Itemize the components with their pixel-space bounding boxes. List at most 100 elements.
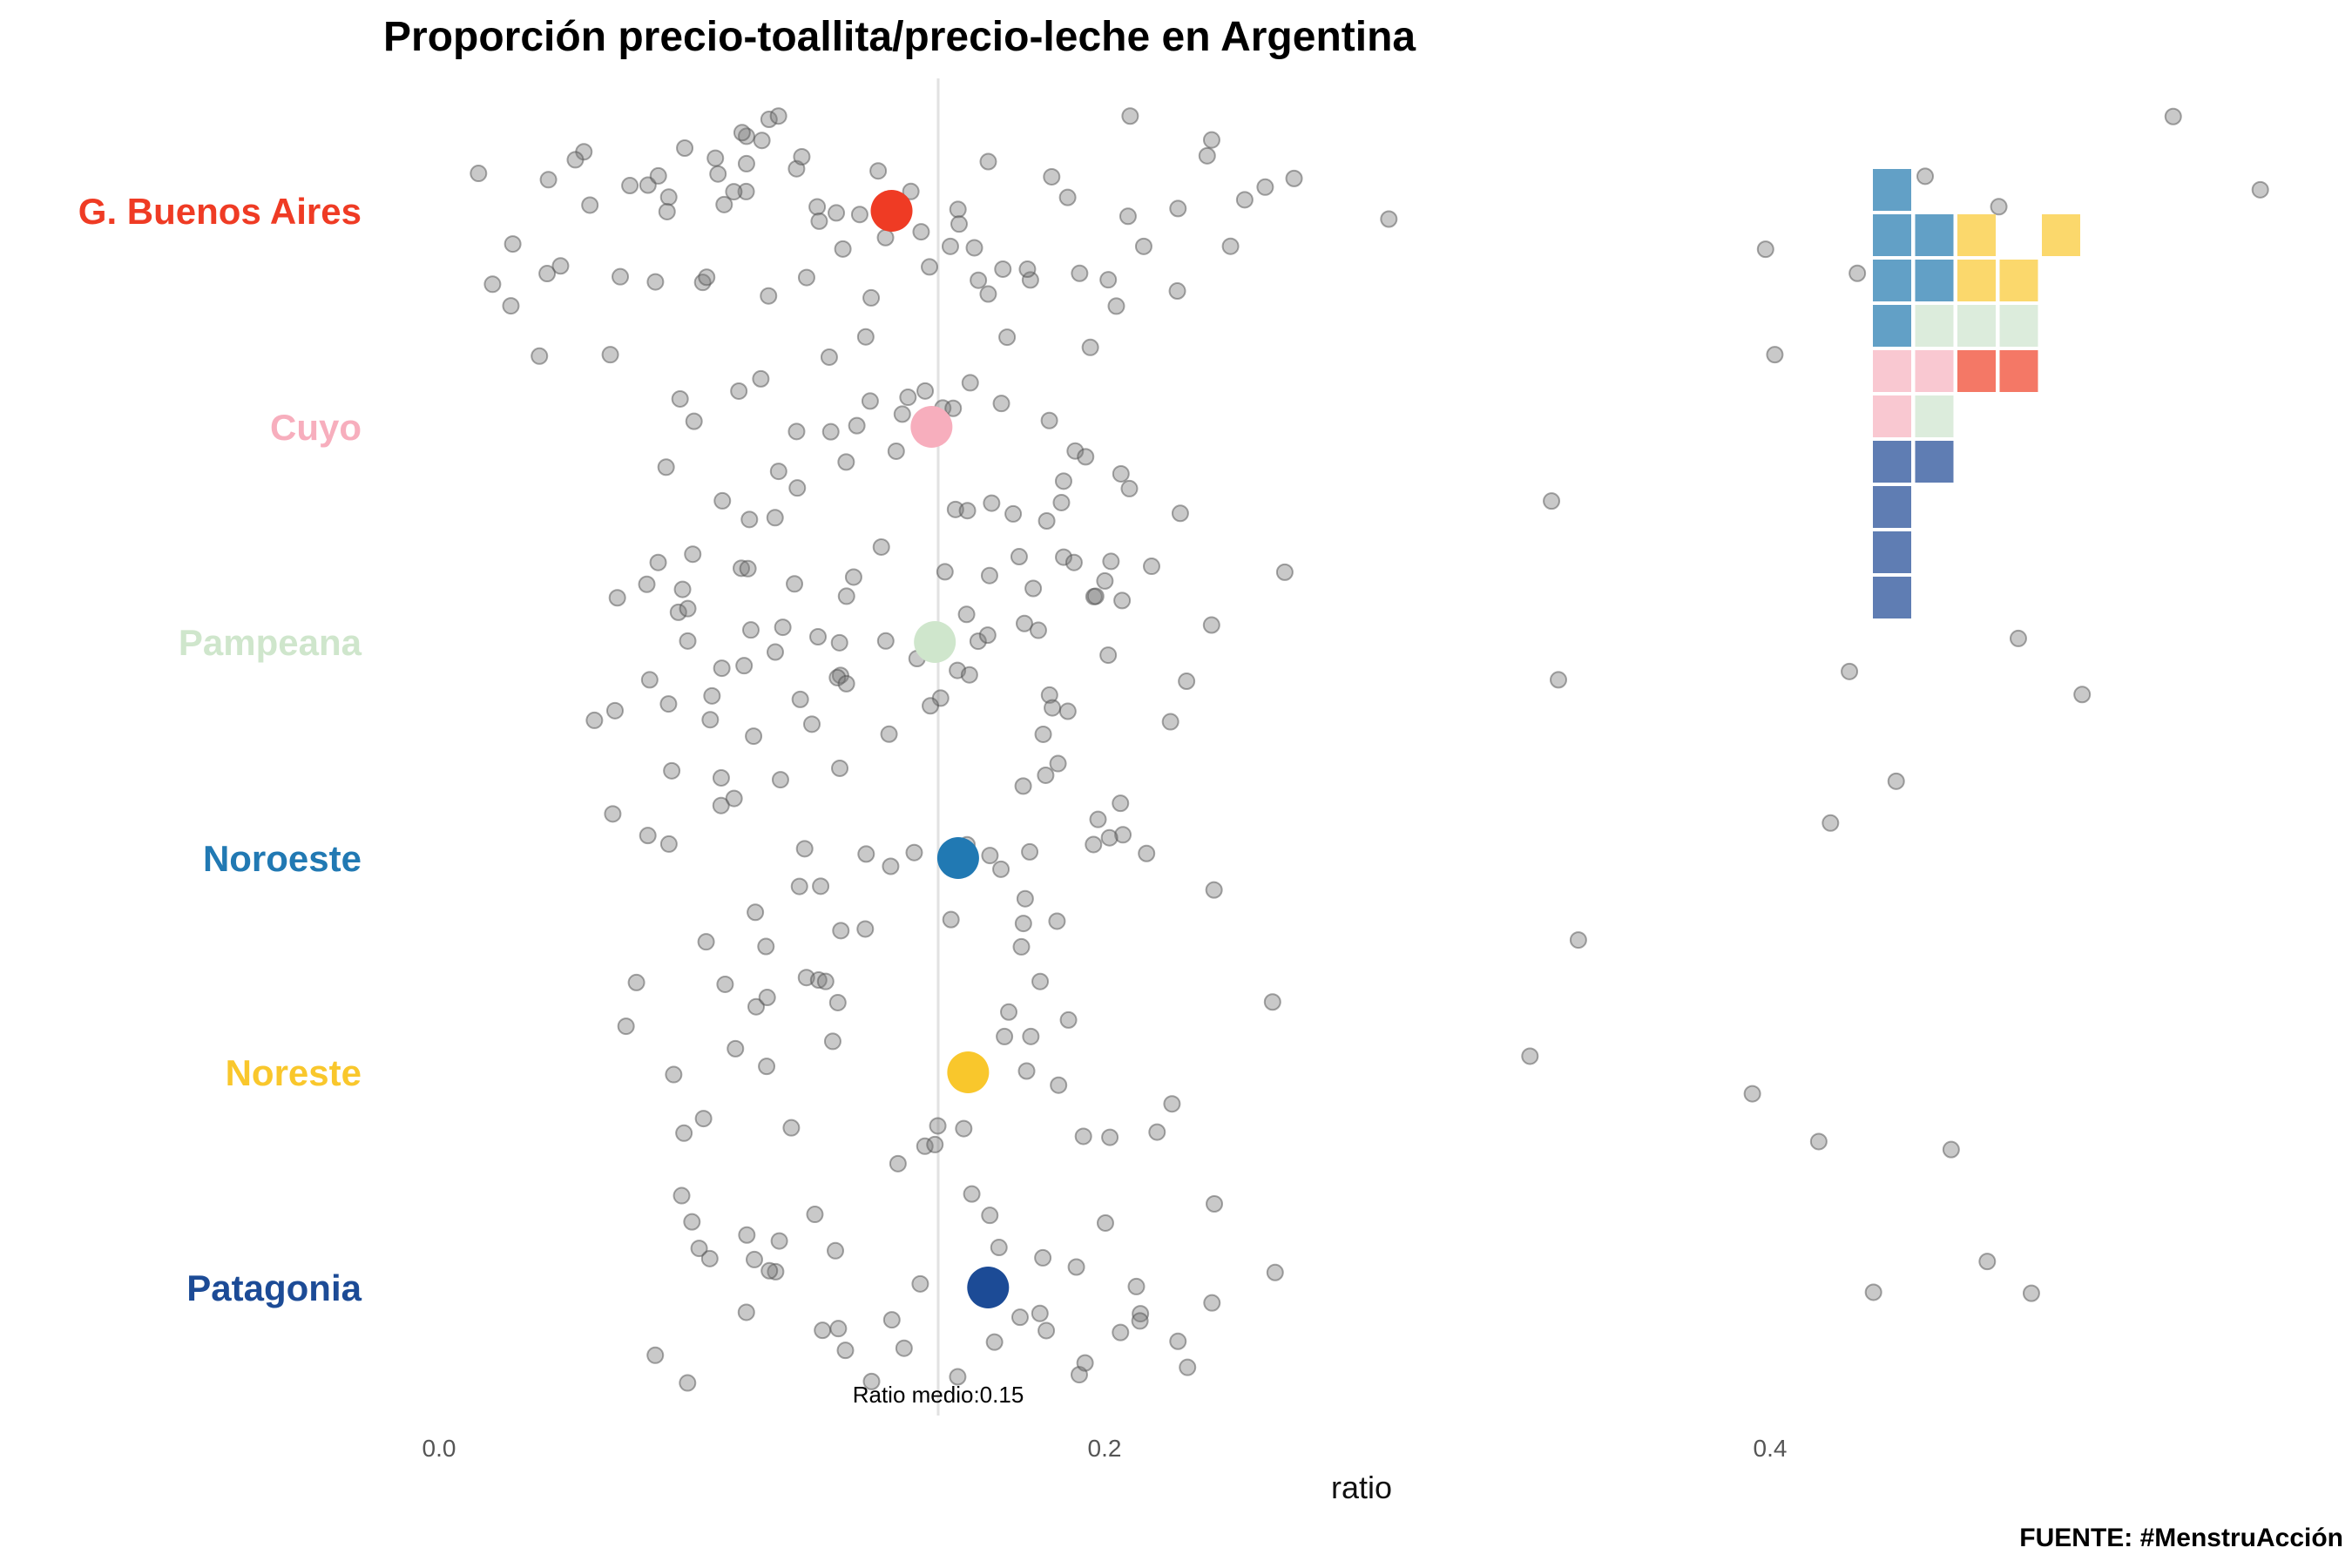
data-point <box>1112 464 1130 483</box>
data-point <box>882 1311 901 1329</box>
data-point <box>782 1119 801 1137</box>
data-point <box>741 621 760 639</box>
data-point <box>793 147 811 166</box>
data-point <box>649 553 667 571</box>
data-point <box>960 666 978 684</box>
data-point <box>958 502 977 520</box>
data-point <box>740 510 759 529</box>
data-point <box>1021 271 1039 289</box>
data-point <box>1037 766 1055 784</box>
data-point <box>725 183 743 201</box>
mean-point <box>967 1267 1010 1308</box>
source-caption: FUENTE: #MenstruAcción <box>2019 1524 2343 1552</box>
data-point <box>1101 1128 1119 1146</box>
data-point <box>675 1124 693 1142</box>
data-point <box>941 237 959 255</box>
data-point <box>1096 571 1114 590</box>
data-point <box>712 796 730 814</box>
data-point <box>737 1303 755 1321</box>
data-point <box>684 545 702 564</box>
data-point <box>887 442 905 460</box>
data-point <box>1089 810 1107 828</box>
data-point <box>2164 107 2182 125</box>
data-point <box>713 491 732 510</box>
data-point <box>502 297 520 315</box>
data-point <box>816 972 835 990</box>
data-point <box>1756 240 1774 259</box>
data-point <box>1263 993 1281 1011</box>
data-point <box>1058 702 1077 720</box>
data-point <box>862 288 881 307</box>
data-point <box>1543 492 1561 510</box>
data-point <box>1121 107 1139 125</box>
data-point <box>836 1342 855 1360</box>
data-point <box>926 1135 944 1153</box>
data-point <box>769 107 787 125</box>
data-point <box>483 275 502 294</box>
data-point <box>1821 814 1840 832</box>
data-point <box>1029 621 1047 639</box>
data-point <box>837 453 855 471</box>
data-point <box>880 725 898 743</box>
data-point <box>551 257 570 275</box>
data-point <box>581 196 599 214</box>
data-point <box>1169 1332 1187 1350</box>
data-point <box>1071 264 1089 282</box>
data-point <box>979 285 997 303</box>
data-point <box>672 1186 691 1205</box>
data-point <box>828 993 847 1011</box>
data-point <box>955 1119 973 1138</box>
data-point <box>727 1039 745 1058</box>
data-point <box>876 228 895 247</box>
data-point <box>992 395 1010 413</box>
waffle-tile <box>1915 305 1954 347</box>
data-point <box>767 1262 785 1281</box>
data-point <box>1205 881 1223 899</box>
data-point <box>1743 1085 1761 1103</box>
data-point <box>848 416 866 435</box>
data-point <box>601 346 619 364</box>
data-point <box>905 843 923 862</box>
region-label: Noreste <box>226 1052 362 1093</box>
waffle-tile <box>1915 441 1954 483</box>
data-point <box>981 1206 999 1225</box>
data-point <box>916 382 935 400</box>
data-point <box>698 268 716 287</box>
data-point <box>737 182 755 200</box>
data-point <box>1018 260 1037 279</box>
data-point <box>1055 548 1073 566</box>
data-point <box>950 215 969 233</box>
data-point <box>1120 479 1139 497</box>
data-point <box>978 626 997 645</box>
data-point <box>1142 558 1160 576</box>
data-point <box>757 937 775 956</box>
data-point <box>893 405 911 423</box>
waffle-tile <box>1999 305 2038 347</box>
data-point <box>1015 614 1033 632</box>
data-point <box>957 605 976 624</box>
data-point <box>1112 1323 1130 1342</box>
data-point <box>745 727 763 746</box>
data-point <box>1235 191 1254 209</box>
data-point <box>733 559 751 578</box>
data-point <box>1206 1194 1224 1213</box>
data-point <box>745 1250 763 1268</box>
data-point <box>612 267 630 286</box>
data-point <box>747 997 766 1016</box>
waffle-tile <box>1999 260 2038 301</box>
data-point <box>787 422 806 441</box>
data-point <box>669 603 687 621</box>
data-point <box>1127 1277 1146 1295</box>
data-point <box>1037 1321 1056 1340</box>
data-point <box>617 1017 635 1036</box>
data-point <box>1134 237 1152 255</box>
data-point <box>679 632 697 650</box>
data-point <box>1040 411 1058 429</box>
data-point <box>716 975 734 993</box>
data-point <box>856 920 875 938</box>
points-layer <box>470 107 2269 1392</box>
data-point <box>694 1110 713 1128</box>
data-point <box>659 188 678 206</box>
data-point <box>1085 835 1103 854</box>
x-axis-ticks: 0.0 0.2 0.4 <box>422 1435 1788 1462</box>
